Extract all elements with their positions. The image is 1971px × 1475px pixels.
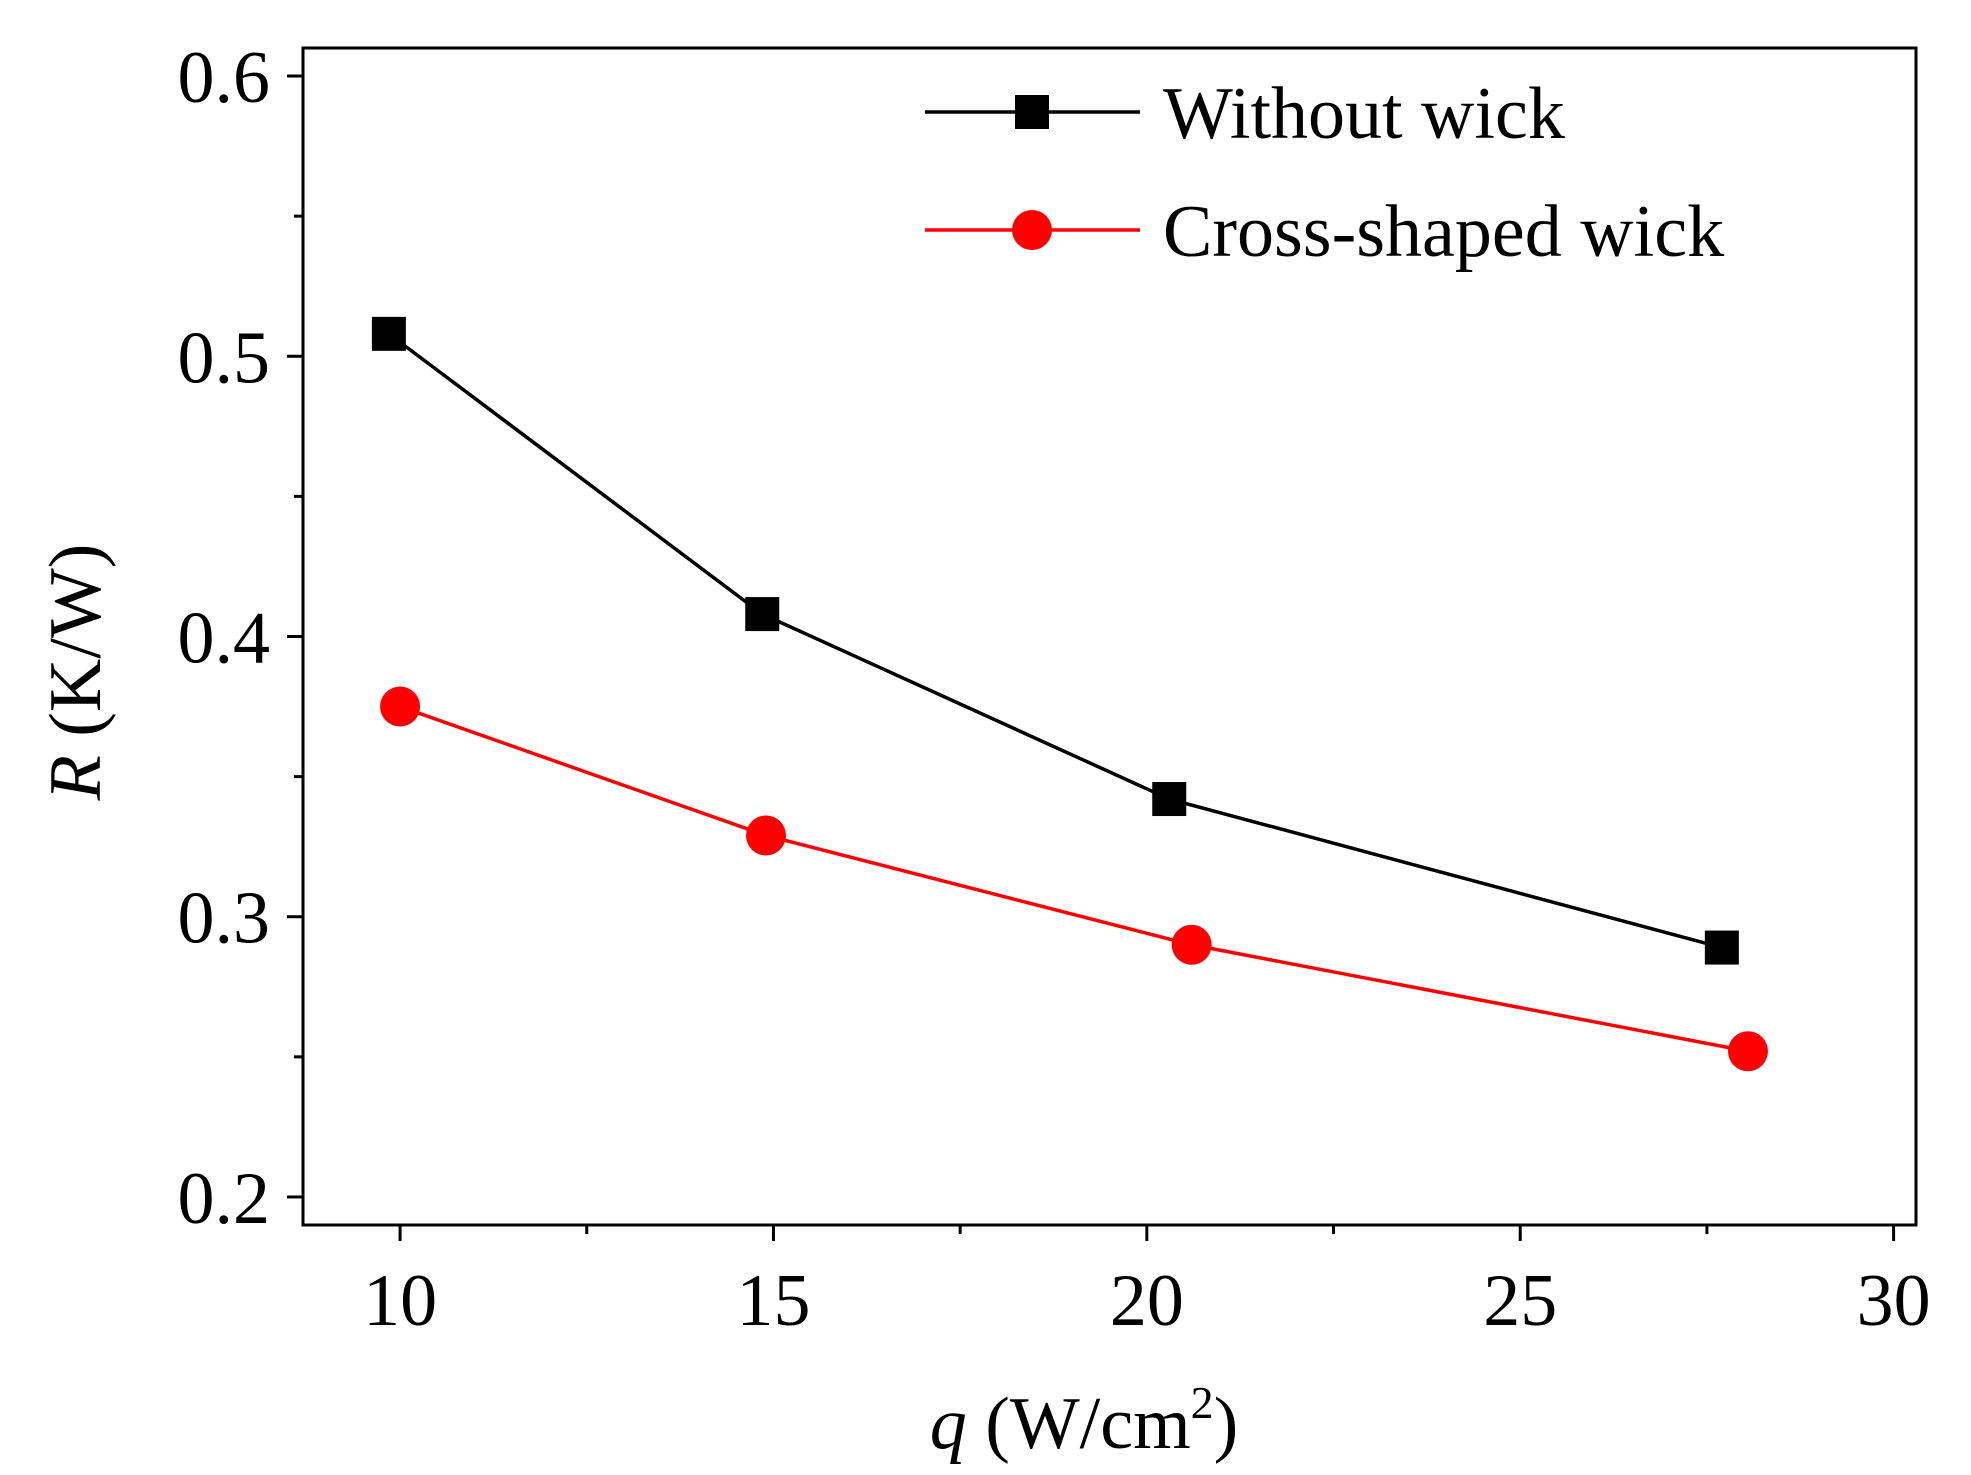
legend-marker: [1012, 210, 1052, 250]
legend-label: Cross-shaped wick: [1163, 191, 1724, 273]
x-axis-unit: (W/cm: [967, 1383, 1191, 1465]
data-point: [371, 316, 406, 351]
x-tick-label: 30: [1857, 1260, 1931, 1342]
y-axis-title: R (K/W): [35, 544, 117, 802]
x-tick-label: 20: [1110, 1260, 1184, 1342]
ticks-layer: 10 15 20 25 30 0.2 0.3 0.4 0.5 0.6: [178, 37, 1931, 1342]
legend-item: Without wick: [925, 73, 1565, 155]
y-tick-label: 0.4: [178, 598, 271, 680]
x-axis-title: q (W/cm2): [930, 1377, 1239, 1465]
legend-item: Cross-shaped wick: [925, 191, 1724, 273]
series-line: [387, 332, 1723, 950]
x-axis-variable: q: [930, 1383, 967, 1465]
series-line: [399, 704, 1749, 1053]
legend-marker: [1015, 95, 1049, 129]
series-1: [371, 316, 1739, 965]
series-layer: [371, 316, 1768, 1072]
x-axis-unit-superscript: 2: [1191, 1377, 1214, 1428]
data-point: [1727, 1031, 1768, 1072]
legend-label: Without wick: [1163, 73, 1565, 155]
series-2: [380, 686, 1768, 1072]
data-point: [745, 597, 780, 632]
data-point: [745, 815, 786, 856]
x-tick-label: 25: [1483, 1260, 1557, 1342]
legend: Without wick Cross-shaped wick: [925, 73, 1724, 273]
y-tick-label: 0.2: [178, 1158, 271, 1240]
y-tick-label: 0.3: [178, 878, 271, 960]
y-axis-variable: R: [35, 755, 117, 801]
y-tick-label: 0.6: [178, 37, 271, 119]
data-point: [1704, 930, 1739, 965]
y-tick-label: 0.5: [178, 317, 271, 399]
y-axis-unit: (K/W): [35, 544, 117, 756]
data-point: [1171, 924, 1212, 965]
data-point: [380, 686, 421, 727]
x-tick-label: 15: [736, 1260, 810, 1342]
x-tick-label: 10: [363, 1260, 437, 1342]
x-axis-unit-close: ): [1214, 1383, 1239, 1465]
data-point: [1152, 782, 1187, 817]
